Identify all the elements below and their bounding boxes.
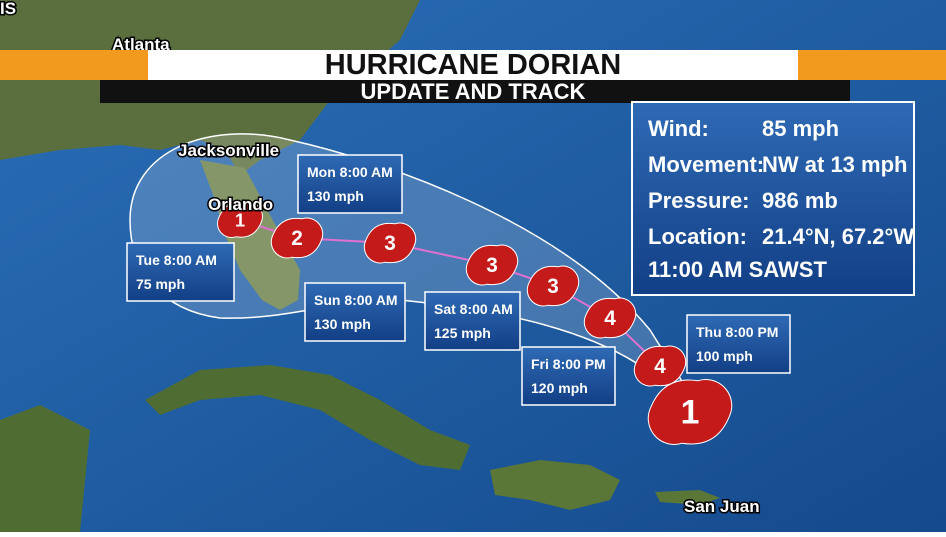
place-label: IS	[0, 0, 16, 18]
header-title-bg	[148, 50, 798, 80]
forecast-cone	[129, 133, 701, 411]
place-label: Orlando	[208, 195, 273, 214]
storm-category: 3	[486, 254, 498, 277]
storm-category: 1	[681, 394, 700, 432]
advisory-time: 11:00 AM SAWST	[648, 257, 827, 282]
subtitle: UPDATE AND TRACK	[361, 79, 586, 104]
info-box	[631, 101, 915, 296]
forecast-box	[424, 291, 521, 351]
forecast-wind: 120 mph	[531, 380, 588, 396]
storm-icon	[583, 297, 637, 339]
storm-icon	[363, 222, 417, 264]
hispaniola	[490, 460, 620, 510]
storm-icon	[647, 379, 733, 445]
storm-icon	[526, 265, 580, 307]
info-label: Pressure:	[648, 188, 750, 213]
storm-icon	[217, 202, 263, 238]
puerto-rico	[655, 490, 720, 505]
storm-category: 1	[235, 210, 245, 230]
place-label: San Juan	[684, 497, 760, 516]
forecast-wind: 75 mph	[136, 276, 185, 292]
forecast-box	[297, 154, 403, 214]
storm-category: 3	[547, 275, 559, 298]
forecast-box	[686, 314, 791, 374]
forecast-wind: 130 mph	[314, 316, 371, 332]
storm-icon	[270, 217, 324, 259]
place-label: Jacksonville	[178, 141, 279, 160]
info-label: Movement:	[648, 152, 764, 177]
storm-icon	[633, 345, 687, 387]
storm-category: 4	[604, 307, 616, 330]
storm-category: 2	[291, 227, 303, 250]
info-label: Wind:	[648, 116, 709, 141]
info-value: 21.4°N, 67.2°W	[762, 224, 914, 249]
cuba	[145, 365, 470, 470]
title: HURRICANE DORIAN	[325, 49, 621, 81]
header-band-right	[798, 50, 946, 80]
forecast-time: Tue 8:00 AM	[136, 252, 217, 268]
forecast-time: Mon 8:00 AM	[307, 164, 393, 180]
header-subtitle-bg	[100, 80, 850, 103]
forecast-box	[126, 242, 235, 302]
yucatan	[0, 405, 90, 532]
forecast-time: Fri 8:00 PM	[531, 356, 606, 372]
forecast-wind: 125 mph	[434, 325, 491, 341]
forecast-wind: 130 mph	[307, 188, 364, 204]
forecast-wind: 100 mph	[696, 348, 753, 364]
info-label: Location:	[648, 224, 747, 249]
header-band-left	[0, 50, 148, 80]
storm-icon	[465, 244, 519, 286]
forecast-time: Thu 8:00 PM	[696, 324, 778, 340]
info-value: 986 mb	[762, 188, 838, 213]
info-value: NW at 13 mph	[762, 152, 907, 177]
forecast-time: Sat 8:00 AM	[434, 301, 513, 317]
info-value: 85 mph	[762, 116, 839, 141]
forecast-time: Sun 8:00 AM	[314, 292, 398, 308]
storm-category: 3	[384, 232, 396, 255]
forecast-box	[521, 346, 616, 406]
storm-category: 4	[654, 355, 666, 378]
forecast-box	[304, 282, 406, 342]
